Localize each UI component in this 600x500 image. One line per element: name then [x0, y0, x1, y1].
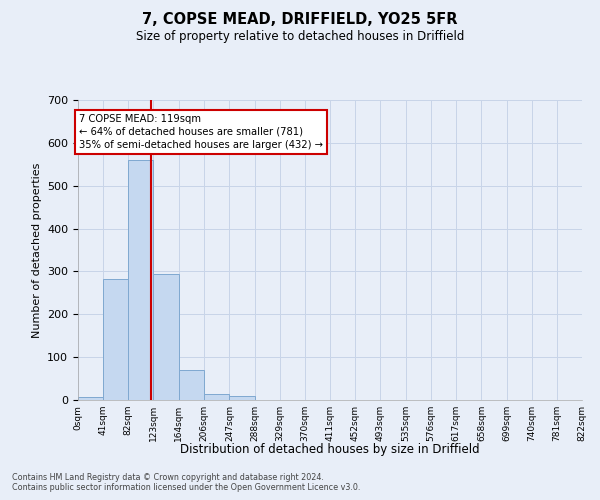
Bar — [78, 396, 103, 400]
Bar — [128, 160, 154, 400]
Y-axis label: Number of detached properties: Number of detached properties — [32, 162, 41, 338]
Text: 7, COPSE MEAD, DRIFFIELD, YO25 5FR: 7, COPSE MEAD, DRIFFIELD, YO25 5FR — [142, 12, 458, 28]
Bar — [103, 278, 128, 400]
Bar — [179, 370, 205, 400]
Bar — [154, 274, 179, 400]
Text: 7 COPSE MEAD: 119sqm
← 64% of detached houses are smaller (781)
35% of semi-deta: 7 COPSE MEAD: 119sqm ← 64% of detached h… — [79, 114, 323, 150]
Text: Size of property relative to detached houses in Driffield: Size of property relative to detached ho… — [136, 30, 464, 43]
Bar — [205, 394, 229, 400]
Bar — [229, 396, 254, 400]
Text: Contains HM Land Registry data © Crown copyright and database right 2024.
Contai: Contains HM Land Registry data © Crown c… — [12, 473, 361, 492]
Text: Distribution of detached houses by size in Driffield: Distribution of detached houses by size … — [180, 442, 480, 456]
